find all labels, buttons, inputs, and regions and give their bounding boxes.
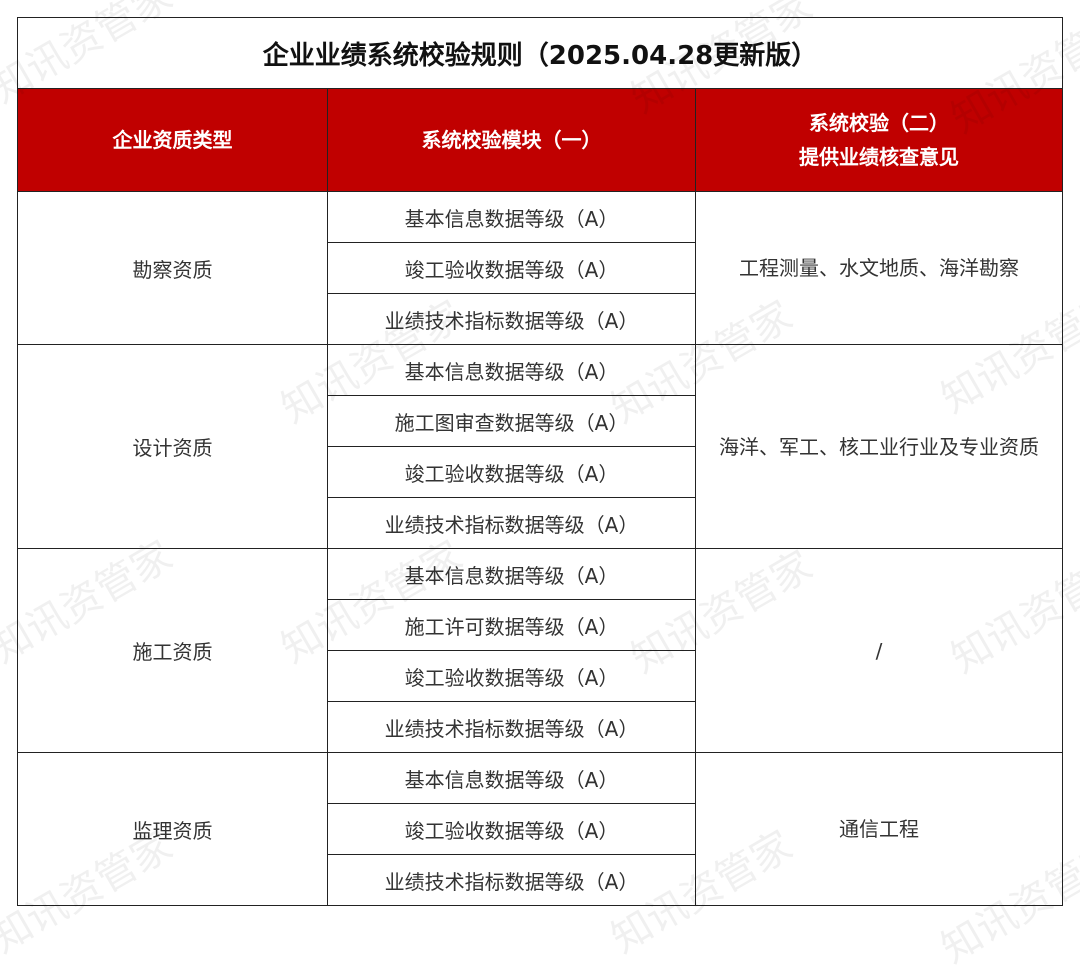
module-cell: 业绩技术指标数据等级（A） xyxy=(327,854,696,906)
table-row: 设计资质 基本信息数据等级（A） 海洋、军工、核工业行业及专业资质 xyxy=(17,344,1064,549)
table-row: 业绩技术指标数据等级（A） xyxy=(18,701,1063,753)
module-cell: 施工许可数据等级（A） xyxy=(327,599,696,651)
opinion-cell: 海洋、军工、核工业行业及专业资质 xyxy=(694,344,1064,549)
table-row: 业绩技术指标数据等级（A） xyxy=(18,293,1063,345)
table-row: 施工资质 基本信息数据等级（A） / xyxy=(17,548,1064,753)
module-cell: 业绩技术指标数据等级（A） xyxy=(327,701,696,753)
module-cell: 基本信息数据等级（A） xyxy=(327,344,696,396)
module-cell: 基本信息数据等级（A） xyxy=(327,191,696,243)
header-module-one: 系统校验模块（一） xyxy=(327,88,696,192)
table-title: 企业业绩系统校验规则（2025.04.28更新版） xyxy=(16,17,1064,89)
module-cell: 竣工验收数据等级（A） xyxy=(327,803,696,855)
header-qualification-type: 企业资质类型 xyxy=(17,88,328,192)
header-module-two-line2: 提供业绩核查意见 xyxy=(799,145,959,169)
qualification-type-cell: 监理资质 xyxy=(17,752,328,906)
module-cell: 业绩技术指标数据等级（A） xyxy=(327,497,696,549)
module-cell: 竣工验收数据等级（A） xyxy=(327,446,696,498)
opinion-cell: / xyxy=(694,548,1064,753)
table-row: 施工许可数据等级（A） xyxy=(18,599,1063,651)
module-cell: 基本信息数据等级（A） xyxy=(327,548,696,600)
module-cell: 施工图审查数据等级（A） xyxy=(327,395,696,447)
header-module-two: 系统校验（二） 提供业绩核查意见 xyxy=(694,88,1064,192)
table-row: 勘察资质 基本信息数据等级（A） 工程测量、水文地质、海洋勘察 xyxy=(17,191,1064,345)
table-row: 业绩技术指标数据等级（A） xyxy=(18,854,1063,906)
module-cell: 基本信息数据等级（A） xyxy=(327,752,696,804)
qualification-type-cell: 施工资质 xyxy=(17,548,328,753)
opinion-cell: 通信工程 xyxy=(694,752,1064,906)
table-row: 竣工验收数据等级（A） xyxy=(18,242,1063,294)
table-row: 施工图审查数据等级（A） xyxy=(18,395,1063,447)
qualification-type-cell: 勘察资质 xyxy=(17,191,328,345)
qualification-type-cell: 设计资质 xyxy=(17,344,328,549)
table-row: 监理资质 基本信息数据等级（A） 通信工程 xyxy=(17,752,1064,906)
rules-table: 企业业绩系统校验规则（2025.04.28更新版） 企业资质类型 系统校验模块（… xyxy=(16,17,1064,906)
table-row: 竣工验收数据等级（A） xyxy=(18,803,1063,855)
header-module-two-line1: 系统校验（二） xyxy=(809,111,949,135)
module-cell: 竣工验收数据等级（A） xyxy=(327,650,696,702)
module-cell: 业绩技术指标数据等级（A） xyxy=(327,293,696,345)
module-cell: 竣工验收数据等级（A） xyxy=(327,242,696,294)
opinion-cell: 工程测量、水文地质、海洋勘察 xyxy=(694,191,1064,345)
